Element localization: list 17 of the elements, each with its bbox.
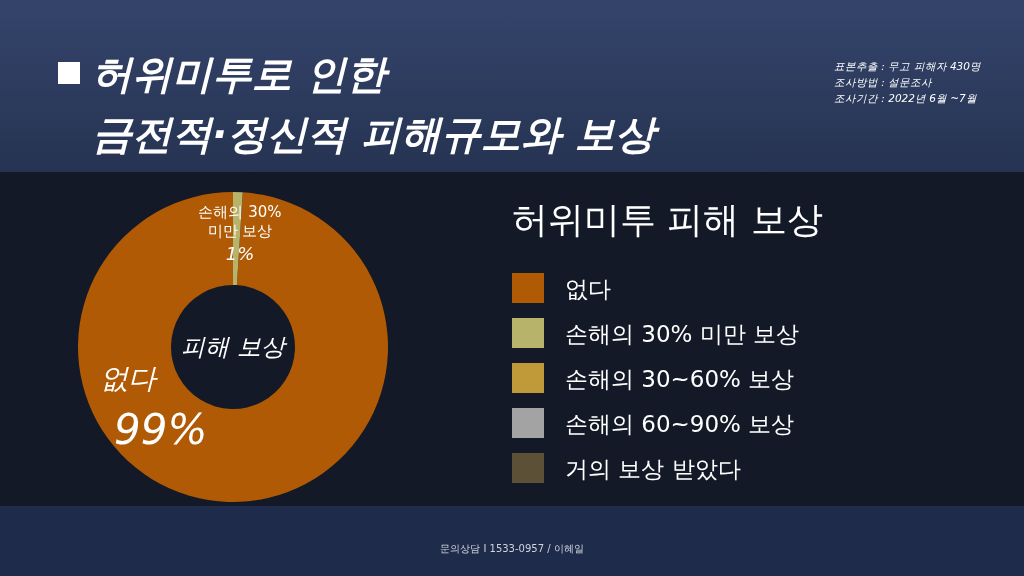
text: 표본추출 : 무고 피해자 430명	[834, 60, 981, 72]
text: 조사기간 : 2022년 6월 ~7월	[834, 92, 977, 104]
chart-title: 허위미투로 인한 금전적·정신적 피해규모와 보상	[92, 51, 661, 157]
legend-label: 없다	[565, 276, 611, 302]
legend-label: 손해의 30% 미만 보상	[565, 321, 800, 347]
donut-slice	[78, 192, 388, 502]
legend-label: 손해의 60~90% 보상	[565, 411, 795, 437]
text: 조사방법 : 설문조사	[834, 76, 934, 88]
data-label: 1%	[225, 243, 255, 264]
legend-label: 거의 보상 받았다	[565, 456, 741, 482]
slice-label: 손해의 30% 미만 보상	[198, 203, 282, 240]
data-label: 99%	[114, 405, 208, 454]
legend-title: 허위미투 피해 보상	[512, 199, 823, 240]
text: 문의상담 I 1533-0957 / 이혜일	[440, 543, 584, 554]
slice-label: 없다	[100, 362, 158, 395]
legend-label: 손해의 30~60% 보상	[565, 366, 795, 392]
text: 피해 보상	[181, 333, 288, 361]
